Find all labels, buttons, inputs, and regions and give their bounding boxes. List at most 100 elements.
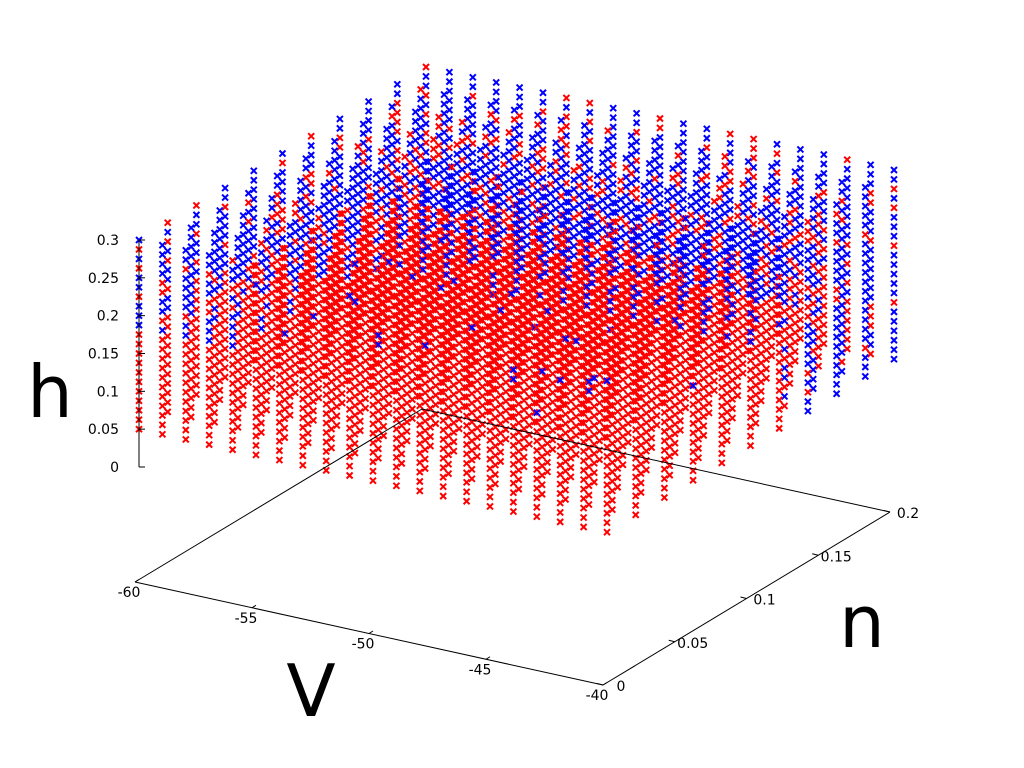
data-point bbox=[205, 421, 213, 430]
data-point bbox=[762, 280, 771, 288]
data-point bbox=[520, 377, 528, 386]
data-point bbox=[496, 287, 505, 295]
data-point bbox=[705, 257, 713, 266]
data-point bbox=[473, 358, 481, 366]
data-point bbox=[439, 464, 447, 472]
data-point bbox=[476, 240, 485, 249]
data-point bbox=[653, 402, 661, 410]
data-point bbox=[564, 236, 573, 244]
data-point bbox=[257, 419, 266, 427]
data-point bbox=[445, 134, 454, 143]
data-point bbox=[372, 179, 380, 188]
data-point bbox=[413, 212, 422, 221]
data-point bbox=[780, 231, 789, 240]
data-point bbox=[273, 276, 281, 284]
data-point bbox=[533, 168, 542, 176]
data-point bbox=[462, 308, 471, 316]
data-point bbox=[244, 236, 253, 245]
data-point bbox=[616, 186, 625, 194]
data-point bbox=[631, 340, 640, 349]
data-point bbox=[608, 392, 617, 400]
data-point bbox=[739, 237, 747, 245]
data-point bbox=[228, 275, 237, 284]
data-point bbox=[322, 353, 330, 361]
data-point bbox=[257, 334, 266, 342]
data-point bbox=[606, 288, 614, 296]
data-point bbox=[699, 308, 708, 317]
data-point bbox=[234, 366, 242, 375]
data-point bbox=[557, 173, 565, 181]
data-point bbox=[244, 255, 253, 264]
data-point bbox=[239, 211, 247, 220]
data-point bbox=[333, 279, 341, 288]
data-point bbox=[455, 406, 463, 414]
data-point bbox=[606, 250, 614, 258]
data-point bbox=[345, 339, 354, 347]
data-point bbox=[390, 235, 398, 244]
data-point bbox=[314, 356, 323, 364]
data-point bbox=[481, 180, 490, 188]
data-point bbox=[611, 218, 620, 226]
data-point bbox=[354, 227, 362, 236]
data-point bbox=[728, 263, 737, 271]
data-point bbox=[658, 342, 666, 350]
data-point bbox=[330, 166, 339, 174]
data-point bbox=[543, 468, 552, 476]
data-point bbox=[726, 196, 734, 204]
data-point bbox=[486, 332, 494, 340]
data-point bbox=[234, 338, 242, 346]
data-point bbox=[273, 304, 281, 313]
data-point bbox=[494, 192, 503, 201]
data-point bbox=[320, 239, 328, 247]
data-point bbox=[809, 233, 817, 241]
data-point bbox=[445, 153, 454, 161]
data-point bbox=[505, 223, 513, 231]
data-point bbox=[601, 386, 609, 394]
data-point bbox=[679, 167, 688, 175]
data-point bbox=[671, 326, 679, 334]
data-point bbox=[424, 196, 432, 204]
data-point bbox=[273, 238, 281, 246]
data-point bbox=[629, 245, 638, 254]
data-point bbox=[509, 318, 518, 327]
data-point bbox=[520, 453, 528, 461]
data-point bbox=[757, 274, 765, 282]
data-point bbox=[343, 339, 352, 347]
data-point bbox=[679, 119, 688, 128]
data-point bbox=[533, 513, 541, 521]
data-point bbox=[367, 202, 375, 210]
data-point bbox=[512, 229, 521, 238]
data-point bbox=[775, 415, 783, 423]
data-point bbox=[746, 328, 755, 336]
data-point bbox=[616, 252, 625, 261]
data-point bbox=[426, 262, 435, 271]
data-point bbox=[543, 345, 552, 353]
data-point bbox=[656, 162, 664, 170]
data-point bbox=[616, 271, 625, 279]
data-point bbox=[309, 388, 318, 396]
data-point bbox=[361, 338, 370, 346]
data-point bbox=[163, 247, 172, 255]
data-point bbox=[216, 225, 224, 234]
data-point bbox=[616, 224, 625, 232]
data-point bbox=[663, 272, 672, 280]
data-point bbox=[397, 279, 406, 288]
data-point bbox=[557, 145, 565, 153]
data-point bbox=[528, 143, 537, 151]
data-point bbox=[523, 156, 531, 164]
data-point bbox=[791, 347, 799, 356]
data-point bbox=[496, 410, 505, 418]
data-point bbox=[721, 247, 729, 255]
data-point bbox=[629, 236, 638, 244]
data-point bbox=[536, 310, 544, 318]
data-point bbox=[359, 158, 368, 166]
data-point bbox=[767, 314, 776, 322]
data-point bbox=[631, 378, 640, 387]
data-point bbox=[507, 375, 515, 383]
data-point bbox=[343, 272, 352, 281]
data-point bbox=[579, 523, 588, 531]
data-point bbox=[291, 360, 300, 369]
data-point bbox=[525, 383, 534, 392]
data-point bbox=[718, 289, 726, 297]
data-point bbox=[397, 365, 406, 373]
